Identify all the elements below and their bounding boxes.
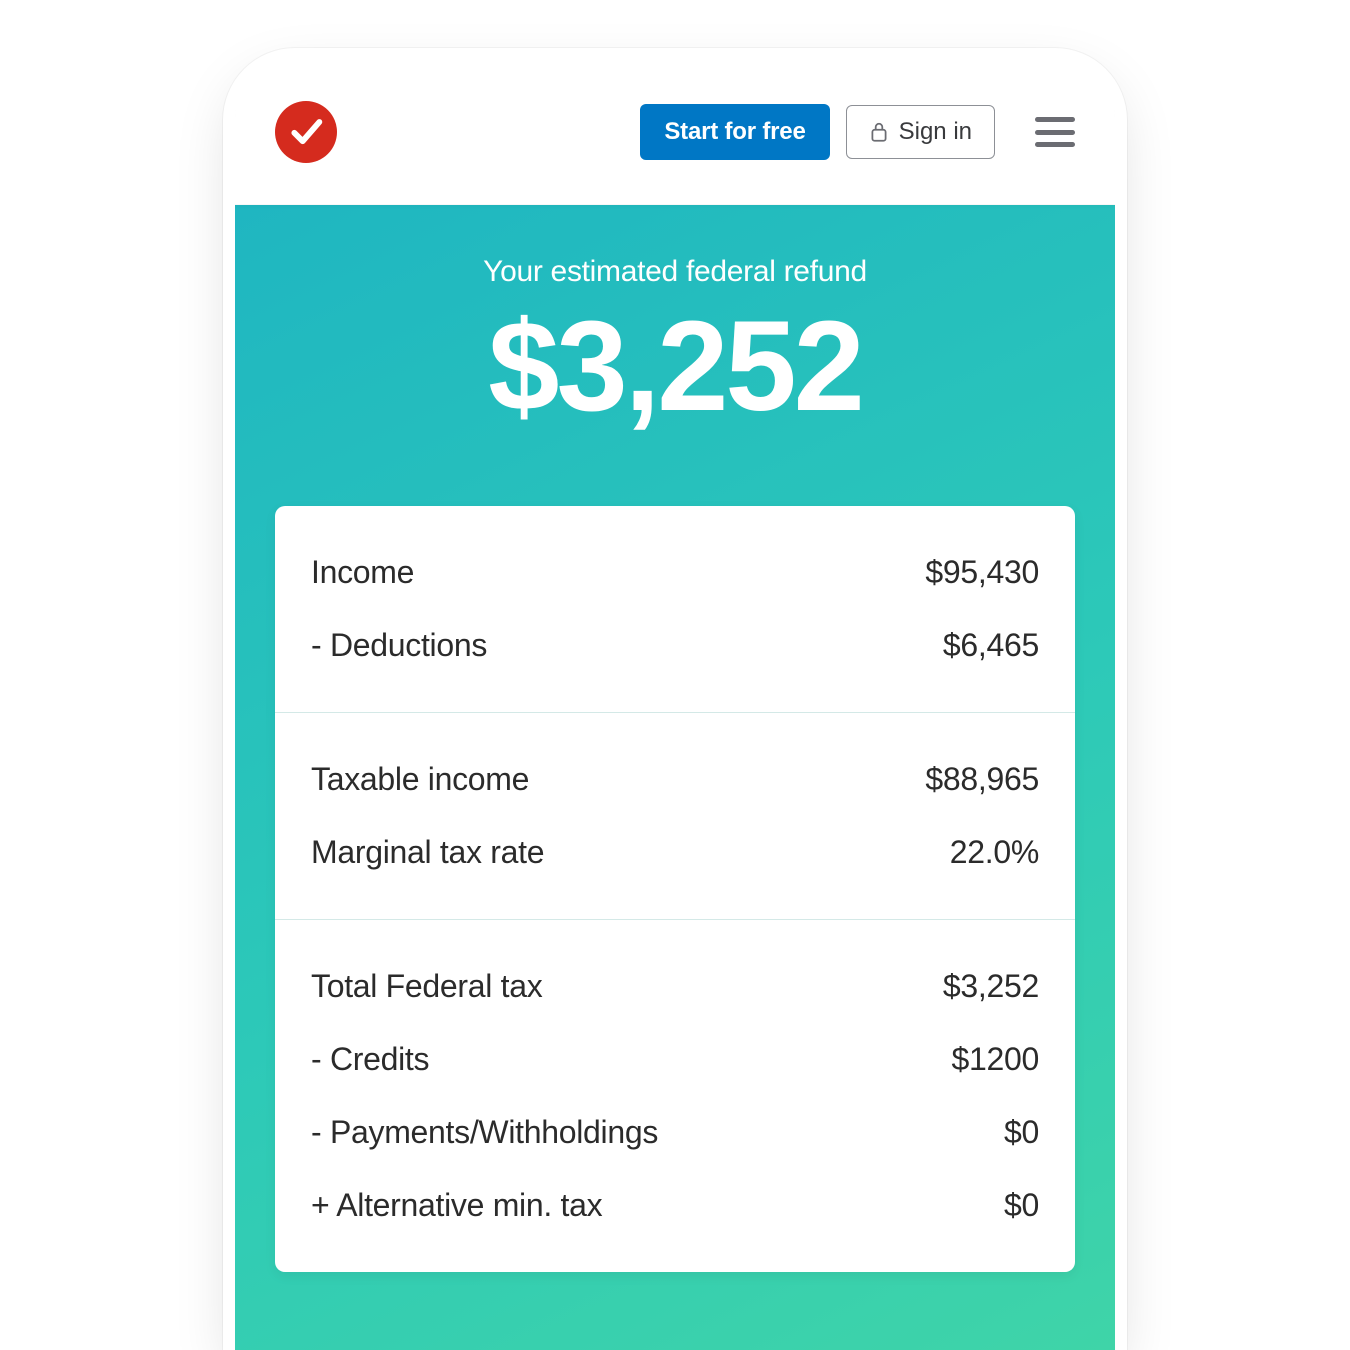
hamburger-line-icon xyxy=(1035,130,1075,135)
row-label: + Alternative min. tax xyxy=(311,1187,602,1224)
row-value: $1200 xyxy=(952,1041,1040,1078)
row-value: $0 xyxy=(1004,1114,1039,1151)
breakdown-row: - Deductions $6,465 xyxy=(311,609,1039,682)
breakdown-row: + Alternative min. tax $0 xyxy=(311,1169,1039,1242)
breakdown-row: - Credits $1200 xyxy=(311,1023,1039,1096)
breakdown-section: Taxable income $88,965 Marginal tax rate… xyxy=(275,712,1075,919)
app-logo[interactable] xyxy=(275,101,337,163)
menu-button[interactable] xyxy=(1035,117,1075,147)
lock-icon xyxy=(869,121,889,143)
hamburger-line-icon xyxy=(1035,142,1075,147)
row-value: $3,252 xyxy=(943,968,1039,1005)
row-label: - Credits xyxy=(311,1041,429,1078)
phone-frame: Start for free Sign in Your estimated fe… xyxy=(235,60,1115,1350)
breakdown-row: Marginal tax rate 22.0% xyxy=(311,816,1039,889)
row-value: $95,430 xyxy=(925,554,1039,591)
row-value: $6,465 xyxy=(943,627,1039,664)
refund-amount: $3,252 xyxy=(275,303,1075,431)
sign-in-label: Sign in xyxy=(899,118,972,146)
hamburger-line-icon xyxy=(1035,117,1075,122)
breakdown-row: Taxable income $88,965 xyxy=(311,743,1039,816)
start-for-free-button[interactable]: Start for free xyxy=(640,104,829,160)
row-label: Marginal tax rate xyxy=(311,834,544,871)
refund-label: Your estimated federal refund xyxy=(275,255,1075,289)
row-value: $88,965 xyxy=(925,761,1039,798)
row-value: 22.0% xyxy=(950,834,1039,871)
row-label: Taxable income xyxy=(311,761,529,798)
refund-hero: Your estimated federal refund $3,252 Inc… xyxy=(235,205,1115,1350)
row-label: - Deductions xyxy=(311,627,487,664)
app-header: Start for free Sign in xyxy=(235,60,1115,205)
row-value: $0 xyxy=(1004,1187,1039,1224)
breakdown-row: - Payments/Withholdings $0 xyxy=(311,1096,1039,1169)
tax-breakdown-card: Income $95,430 - Deductions $6,465 Taxab… xyxy=(275,506,1075,1272)
row-label: - Payments/Withholdings xyxy=(311,1114,658,1151)
breakdown-row: Total Federal tax $3,252 xyxy=(311,950,1039,1023)
checkmark-icon xyxy=(286,112,326,152)
row-label: Income xyxy=(311,554,414,591)
breakdown-section: Income $95,430 - Deductions $6,465 xyxy=(275,506,1075,712)
sign-in-button[interactable]: Sign in xyxy=(846,105,995,159)
breakdown-row: Income $95,430 xyxy=(311,536,1039,609)
breakdown-section: Total Federal tax $3,252 - Credits $1200… xyxy=(275,919,1075,1272)
row-label: Total Federal tax xyxy=(311,968,542,1005)
